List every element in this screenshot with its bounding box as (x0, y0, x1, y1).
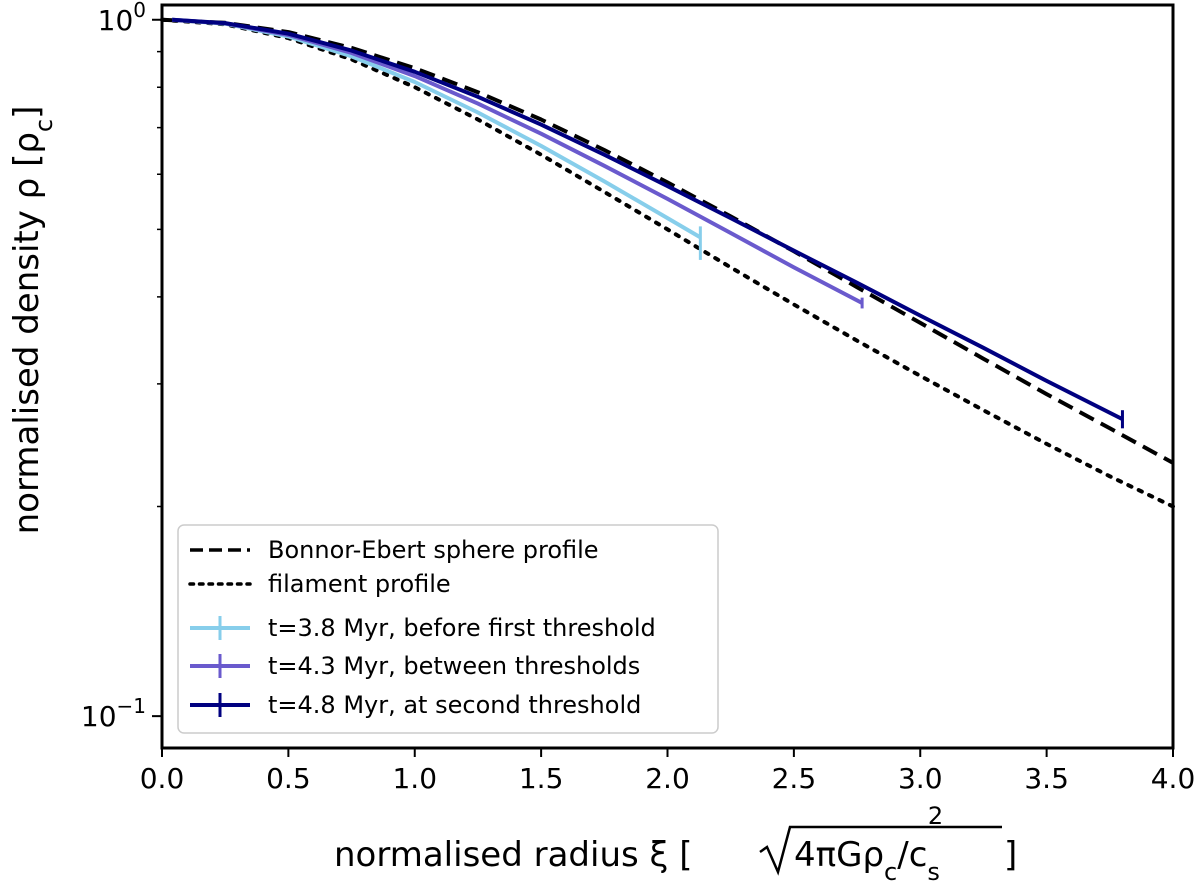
legend-label-t38: t=3.8 Myr, before first threshold (268, 614, 656, 642)
y-tick-label-1: 10−1 (81, 694, 146, 733)
tick-layer: 0.0 0.5 1.0 1.5 2.0 2.5 3.0 3.5 4.0 100 10−1 (81, 0, 1195, 795)
x-tick-label-1: 0.5 (266, 762, 311, 795)
legend-handle-t38 (190, 616, 250, 640)
legend-label-t43: t=4.3 Myr, between thresholds (268, 652, 640, 680)
legend: Bonnor-Ebert sphere profile filament pro… (177, 524, 719, 734)
x-tick-label-6: 3.0 (898, 762, 943, 795)
x-tick-label-4: 2.0 (645, 762, 690, 795)
x-tick-label-0: 0.0 (140, 762, 185, 795)
legend-label-t48: t=4.8 Myr, at second threshold (268, 691, 641, 719)
x-axis-label-radical (759, 825, 1002, 876)
legend-handle-t48 (190, 693, 250, 717)
x-tick-label-8: 4.0 (1151, 762, 1196, 795)
legend-frame (177, 524, 719, 734)
legend-handle-t43 (190, 654, 250, 678)
plot-frame (160, 3, 1175, 750)
y-axis-label: normalised density ρ [ρc] (7, 106, 58, 535)
series-line-2 (171, 17, 702, 240)
x-axis-label-prefix: normalised radius ξ [ (334, 835, 693, 875)
x-tick-label-2: 1.0 (392, 762, 437, 795)
series-line-1 (160, 17, 1175, 509)
x-tick-label-5: 2.5 (772, 762, 817, 795)
y-tick-label-0: 100 (98, 0, 146, 37)
series-line-0 (161, 17, 1174, 465)
series-line-4 (171, 17, 1124, 421)
legend-label-bonnor-ebert: Bonnor-Ebert sphere profile (268, 536, 599, 564)
series-layer (160, 17, 1175, 509)
x-axis-label-suffix: ] (1004, 835, 1017, 875)
x-axis-label-radicand: 4πGρc/cs2 (794, 802, 943, 885)
x-tick-label-7: 3.5 (1024, 762, 1069, 795)
series-line-3 (171, 17, 864, 305)
legend-label-filament: filament profile (268, 570, 451, 598)
x-tick-label-3: 1.5 (519, 762, 564, 795)
